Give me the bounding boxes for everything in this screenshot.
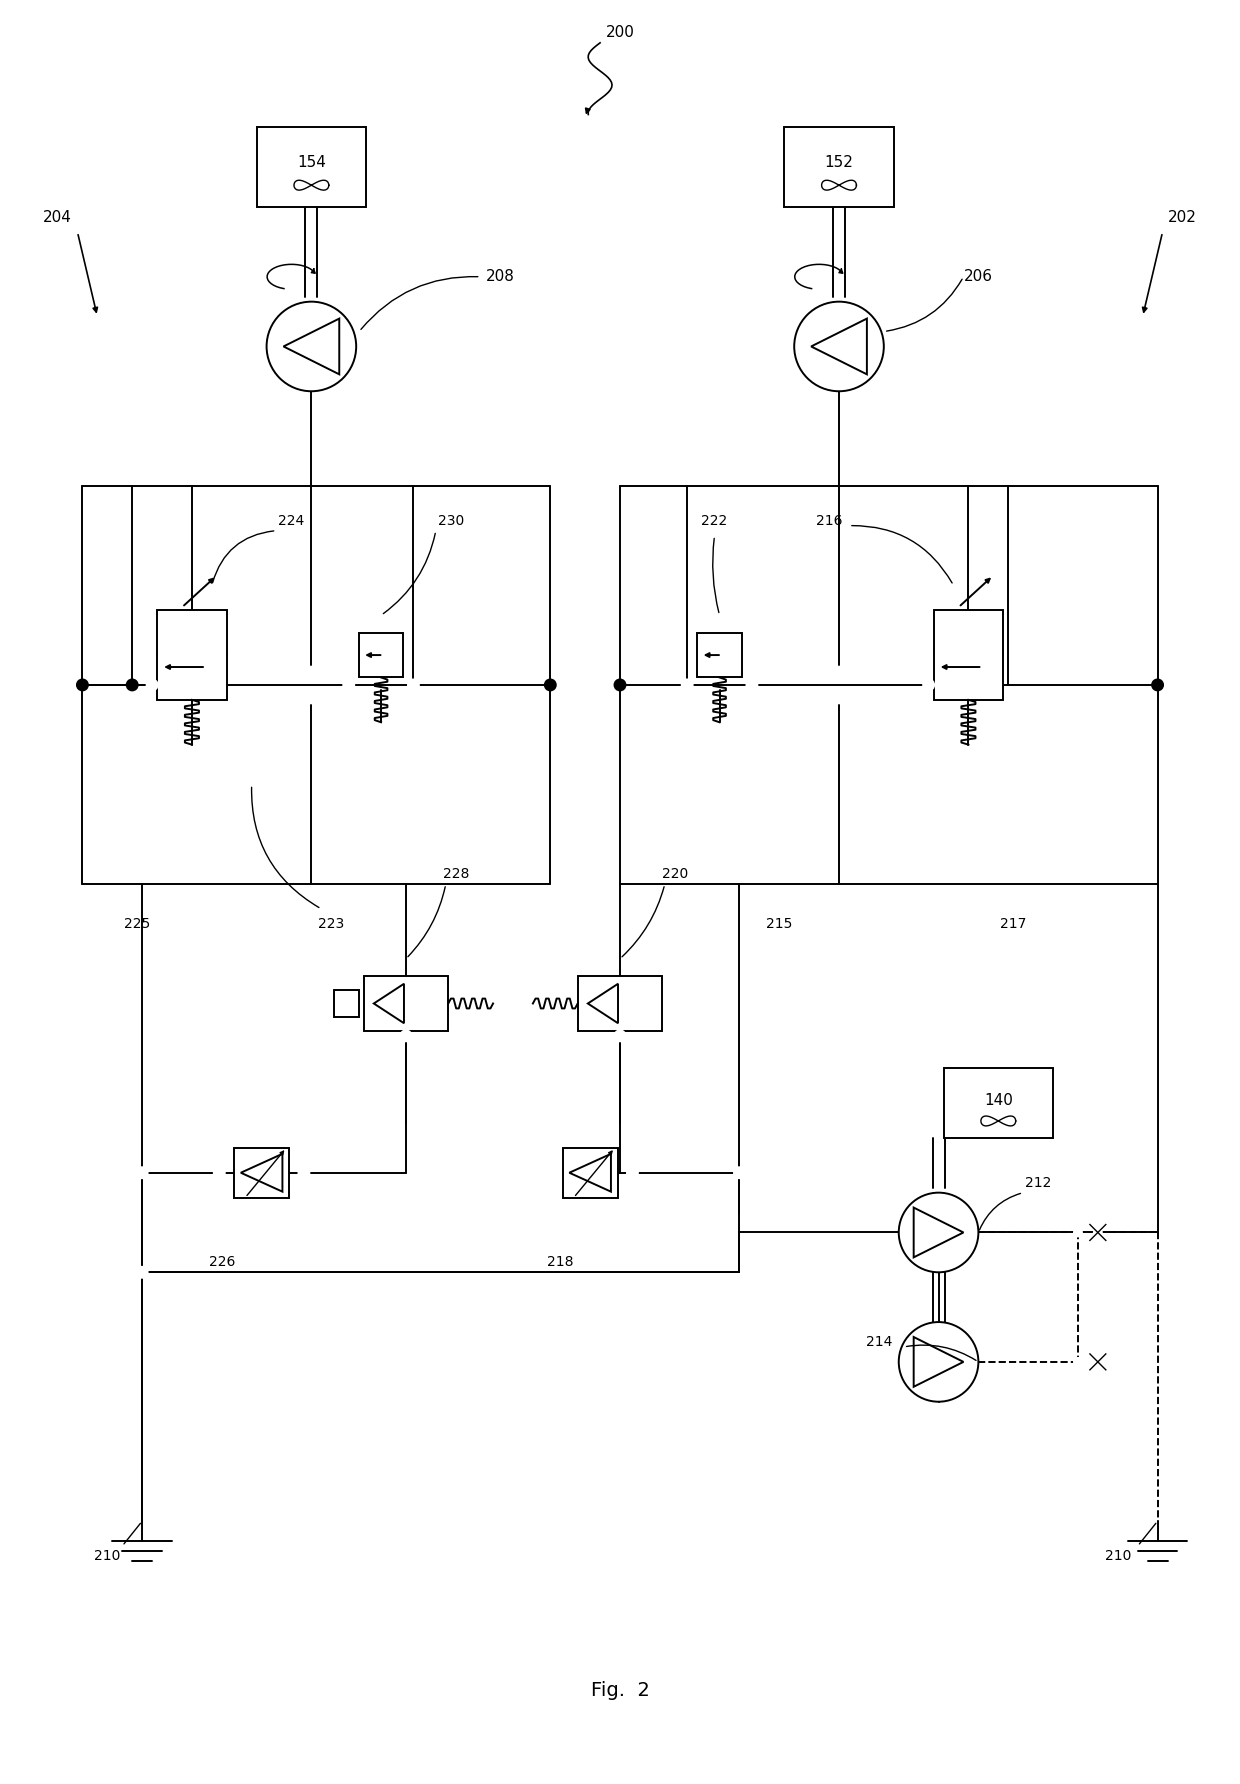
Text: 223: 223 [319,917,345,931]
Polygon shape [914,1208,963,1258]
Circle shape [299,1167,310,1177]
Circle shape [627,1167,637,1177]
Polygon shape [284,319,340,375]
Text: 230: 230 [438,514,464,528]
Text: 212: 212 [1025,1176,1052,1190]
Circle shape [1094,1358,1102,1367]
Circle shape [136,1167,148,1177]
Circle shape [682,680,693,690]
Bar [784,127,894,207]
Bar [358,633,403,678]
Text: 226: 226 [208,1256,234,1270]
Circle shape [213,1167,224,1177]
Bar [578,976,662,1031]
Text: 152: 152 [825,155,853,169]
Bar [335,990,360,1017]
Circle shape [734,1167,745,1177]
Circle shape [267,301,356,391]
Text: 228: 228 [443,867,469,881]
Circle shape [1074,1358,1083,1367]
Circle shape [615,1031,625,1042]
Text: 216: 216 [816,514,842,528]
Circle shape [1152,680,1163,690]
Text: 202: 202 [1168,209,1197,225]
Circle shape [1094,1229,1102,1236]
Circle shape [899,1322,978,1402]
Bar [697,633,742,678]
Circle shape [136,1267,148,1277]
Text: 224: 224 [278,514,305,528]
Polygon shape [569,1154,611,1192]
Circle shape [542,1167,553,1177]
Text: 218: 218 [547,1256,574,1270]
Circle shape [615,680,625,690]
Text: 208: 208 [486,269,515,284]
Bar [563,1147,618,1197]
Text: 222: 222 [702,514,728,528]
Text: 220: 220 [662,867,688,881]
Circle shape [146,680,157,690]
Circle shape [899,1193,978,1272]
Polygon shape [811,319,867,375]
Bar [363,976,449,1031]
Circle shape [544,680,556,690]
Text: 140: 140 [983,1092,1013,1108]
Text: 206: 206 [963,269,993,284]
Text: 214: 214 [866,1334,892,1349]
Text: 225: 225 [124,917,150,931]
Text: 204: 204 [43,209,72,225]
Circle shape [1074,1229,1083,1236]
Text: 154: 154 [296,155,326,169]
Text: 200: 200 [605,25,635,41]
Text: 210: 210 [94,1549,120,1563]
Text: 210: 210 [1105,1549,1131,1563]
Bar [944,1069,1053,1138]
Bar [934,610,1003,699]
Circle shape [126,680,138,690]
Circle shape [77,680,88,690]
Polygon shape [914,1336,963,1386]
Circle shape [746,680,758,690]
Circle shape [794,301,884,391]
Polygon shape [588,983,618,1024]
Bar [234,1147,289,1197]
Bar [157,610,227,699]
Bar [257,127,366,207]
Text: Fig.  2: Fig. 2 [590,1681,650,1700]
Circle shape [923,680,934,690]
Circle shape [408,680,419,690]
Circle shape [401,1031,412,1042]
Text: 217: 217 [999,917,1027,931]
Polygon shape [241,1154,283,1192]
Text: 215: 215 [766,917,792,931]
Polygon shape [373,983,404,1024]
Circle shape [343,680,355,690]
